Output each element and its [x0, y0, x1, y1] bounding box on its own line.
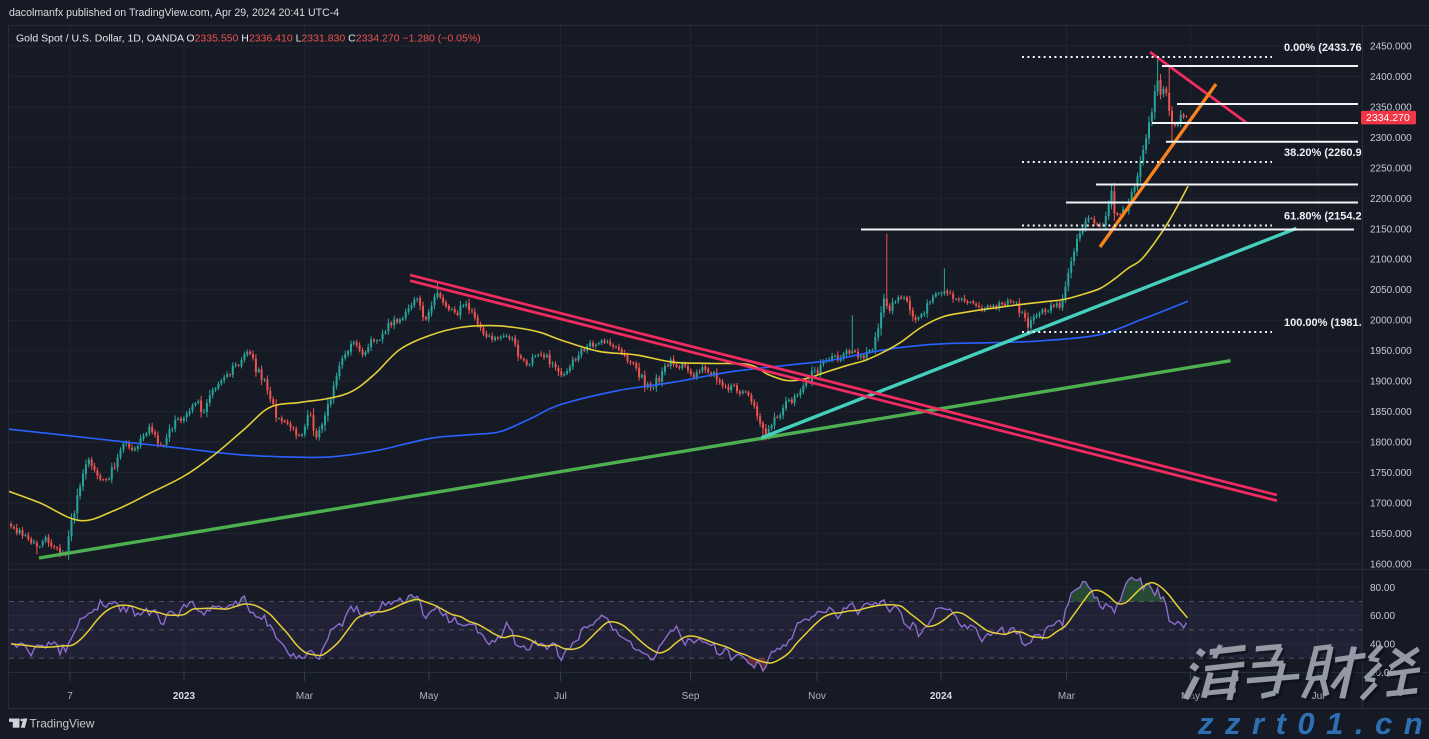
svg-text:61.80% (2154.214): 61.80% (2154.214) — [1284, 211, 1378, 223]
svg-text:7: 7 — [67, 691, 73, 702]
svg-text:2000.000: 2000.000 — [1370, 316, 1412, 327]
svg-text:2300.000: 2300.000 — [1370, 133, 1412, 144]
svg-text:1900.000: 1900.000 — [1370, 377, 1412, 388]
svg-text:2450.000: 2450.000 — [1370, 42, 1412, 53]
svg-text:2200.000: 2200.000 — [1370, 194, 1412, 205]
svg-text:1650.000: 1650.000 — [1370, 529, 1412, 540]
svg-text:Gold Spot / U.S. Dollar, 1D, O: Gold Spot / U.S. Dollar, 1D, OANDA O2335… — [16, 33, 481, 45]
svg-text:1850.000: 1850.000 — [1370, 407, 1412, 418]
svg-text:Jul: Jul — [554, 691, 567, 702]
svg-text:dacolmanfx published on Tradin: dacolmanfx published on TradingView.com,… — [9, 7, 339, 19]
svg-text:Nov: Nov — [808, 691, 826, 702]
svg-text:1800.000: 1800.000 — [1370, 438, 1412, 449]
svg-text:0.00% (2433.765): 0.00% (2433.765) — [1284, 42, 1372, 54]
svg-text:2400.000: 2400.000 — [1370, 72, 1412, 83]
svg-text:2150.000: 2150.000 — [1370, 224, 1412, 235]
svg-text:1750.000: 1750.000 — [1370, 468, 1412, 479]
svg-text:2334.270: 2334.270 — [1366, 112, 1410, 124]
svg-text:2023: 2023 — [173, 691, 196, 702]
svg-text:Sep: Sep — [682, 691, 700, 702]
svg-text:TradingView: TradingView — [30, 717, 95, 731]
svg-text:80.00: 80.00 — [1370, 583, 1395, 594]
svg-text:Mar: Mar — [296, 691, 314, 702]
svg-text:60.00: 60.00 — [1370, 611, 1395, 622]
svg-text:2250.000: 2250.000 — [1370, 163, 1412, 174]
svg-text:May: May — [420, 691, 439, 702]
svg-text:38.20% (2260.968): 38.20% (2260.968) — [1284, 147, 1378, 159]
svg-text:2024: 2024 — [930, 691, 953, 702]
svg-text:Jul: Jul — [1312, 691, 1325, 702]
svg-text:2050.000: 2050.000 — [1370, 285, 1412, 296]
svg-text:zzrt01.cn: zzrt01.cn — [1197, 706, 1429, 739]
svg-text:Mar: Mar — [1058, 691, 1076, 702]
svg-text:zzrt01.cn: zzrt01.cn — [1199, 708, 1429, 739]
svg-text:100.00% (1981.417): 100.00% (1981.417) — [1284, 317, 1384, 329]
svg-text:1600.000: 1600.000 — [1370, 559, 1412, 570]
svg-text:1950.000: 1950.000 — [1370, 346, 1412, 357]
svg-text:20.00: 20.00 — [1370, 668, 1395, 679]
svg-text:2100.000: 2100.000 — [1370, 255, 1412, 266]
svg-text:40.00: 40.00 — [1370, 640, 1395, 651]
svg-text:2350.000: 2350.000 — [1370, 102, 1412, 113]
svg-text:1700.000: 1700.000 — [1370, 498, 1412, 509]
